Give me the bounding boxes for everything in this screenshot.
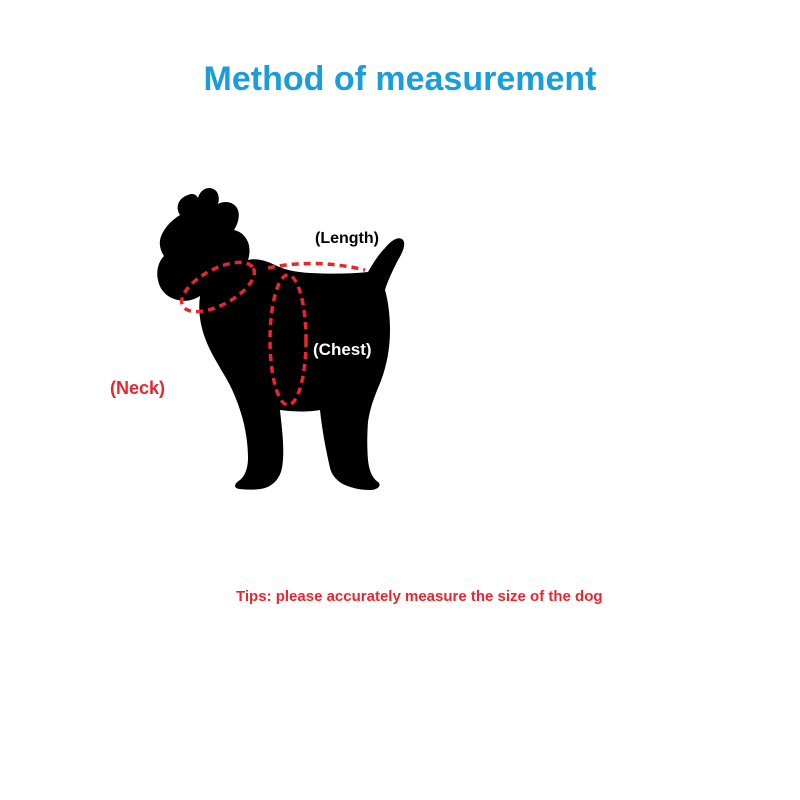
neck-label: (Neck) bbox=[110, 378, 165, 399]
measurement-diagram bbox=[120, 180, 450, 510]
length-label: (Length) bbox=[315, 230, 379, 248]
page-title: Method of measurement bbox=[204, 60, 597, 99]
chest-label: (Chest) bbox=[313, 340, 372, 360]
dog-silhouette-svg bbox=[120, 180, 450, 510]
tips-text: Tips: please accurately measure the size… bbox=[236, 588, 603, 605]
